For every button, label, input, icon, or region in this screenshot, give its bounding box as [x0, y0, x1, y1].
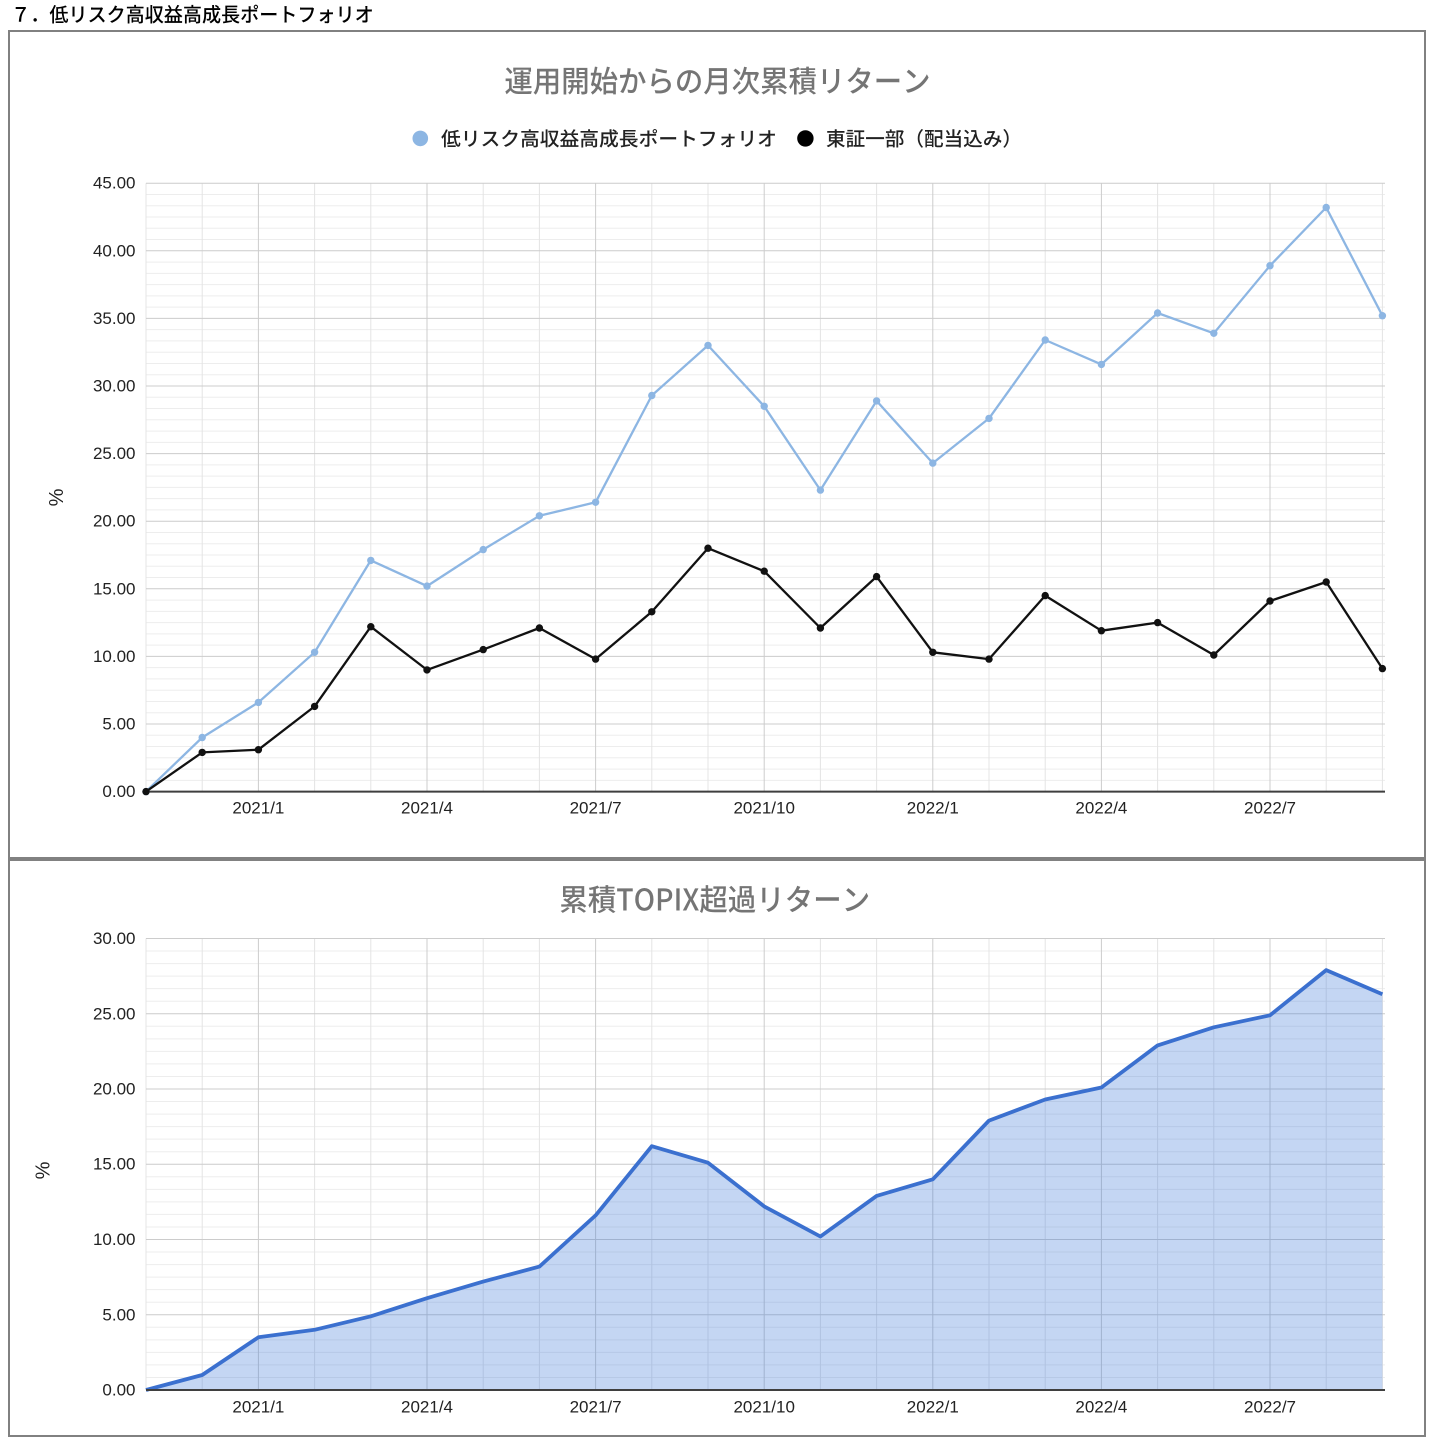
svg-text:20.00: 20.00 — [93, 512, 136, 531]
svg-text:20.00: 20.00 — [93, 1080, 136, 1099]
svg-text:15.00: 15.00 — [93, 579, 136, 598]
svg-text:2022/1: 2022/1 — [907, 799, 959, 818]
svg-text:2021/7: 2021/7 — [570, 799, 622, 818]
svg-text:30.00: 30.00 — [93, 929, 136, 948]
svg-text:35.00: 35.00 — [93, 309, 136, 328]
svg-text:2022/4: 2022/4 — [1075, 799, 1127, 818]
svg-text:5.00: 5.00 — [102, 715, 135, 734]
svg-text:2021/1: 2021/1 — [232, 1398, 284, 1417]
svg-text:15.00: 15.00 — [93, 1155, 136, 1174]
svg-text:45.00: 45.00 — [93, 174, 136, 193]
svg-text:0.00: 0.00 — [102, 1381, 135, 1400]
svg-text:5.00: 5.00 — [102, 1305, 135, 1324]
svg-text:2021/10: 2021/10 — [733, 1398, 794, 1417]
svg-text:0.00: 0.00 — [102, 782, 135, 801]
svg-text:2022/7: 2022/7 — [1244, 1398, 1296, 1417]
svg-text:30.00: 30.00 — [93, 377, 136, 396]
svg-text:2021/4: 2021/4 — [401, 1398, 453, 1417]
svg-text:10.00: 10.00 — [93, 1230, 136, 1249]
svg-text:2021/4: 2021/4 — [401, 799, 453, 818]
svg-text:2021/7: 2021/7 — [570, 1398, 622, 1417]
svg-text:2021/1: 2021/1 — [232, 799, 284, 818]
svg-text:10.00: 10.00 — [93, 647, 136, 666]
svg-text:40.00: 40.00 — [93, 241, 136, 260]
svg-text:%: % — [46, 488, 68, 506]
svg-text:2021/10: 2021/10 — [733, 799, 794, 818]
svg-text:25.00: 25.00 — [93, 1004, 136, 1023]
svg-text:%: % — [33, 1161, 55, 1179]
svg-text:2022/7: 2022/7 — [1244, 799, 1296, 818]
svg-text:25.00: 25.00 — [93, 444, 136, 463]
svg-text:2022/1: 2022/1 — [907, 1398, 959, 1417]
svg-text:2022/4: 2022/4 — [1075, 1398, 1127, 1417]
